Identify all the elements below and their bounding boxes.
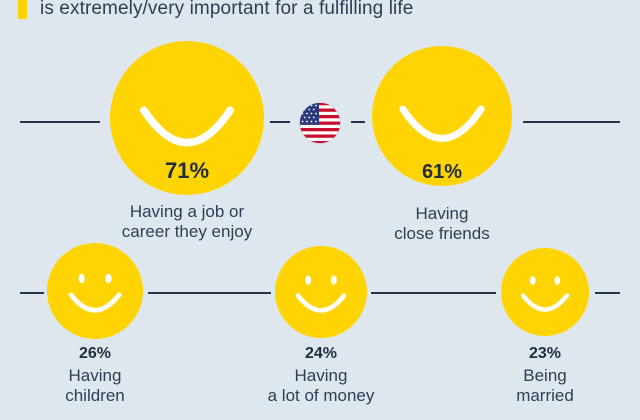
percent-label: 24% — [304, 345, 338, 362]
connector-line — [595, 292, 620, 294]
connector-line — [371, 292, 496, 294]
category-label-line: children — [65, 385, 125, 405]
category-label-line: married — [516, 385, 574, 405]
face-eye — [330, 275, 337, 285]
face-smile — [520, 293, 570, 312]
connector-line — [270, 121, 290, 123]
smiley-face-icon — [372, 46, 512, 186]
face-smile — [295, 293, 347, 313]
subtitle-row: is extremely/very important for a fulfil… — [18, 0, 413, 24]
category-label-line: a lot of money — [267, 385, 375, 405]
smiley-face-icon — [501, 248, 589, 336]
smiley-face-icon — [275, 246, 367, 338]
percent-label: 26% — [78, 345, 112, 362]
connector-line — [523, 121, 620, 123]
category-label-line: career they enjoy — [121, 221, 253, 241]
accent-bar — [18, 0, 27, 19]
face-eye — [529, 276, 536, 285]
percent-label: 71% — [164, 158, 210, 183]
category-label: Having a job or career they enjoy — [87, 202, 287, 241]
face-eye — [78, 273, 85, 284]
face-smile — [140, 106, 234, 147]
face-circle — [501, 248, 589, 336]
connector-line — [148, 292, 271, 294]
connector-line — [20, 292, 44, 294]
category-label: Being married — [445, 366, 640, 405]
category-label: Having a lot of money — [221, 366, 421, 405]
connector-line — [351, 121, 365, 123]
face-eye — [105, 273, 112, 284]
face-circle — [372, 46, 512, 186]
category-label-line: close friends — [394, 223, 490, 243]
face-smile — [399, 105, 485, 142]
face-smile — [68, 292, 122, 313]
percent-label: 23% — [528, 345, 562, 362]
category-label-line: Being — [523, 366, 567, 385]
category-label: Having close friends — [342, 204, 542, 243]
smiley-face-icon — [47, 243, 143, 339]
face-circle — [275, 246, 367, 338]
category-label-line: Having — [294, 366, 348, 385]
face-eye — [554, 276, 561, 285]
us-flag-icon — [299, 102, 341, 144]
chart-subtitle: is extremely/very important for a fulfil… — [40, 0, 414, 19]
face-circle — [110, 41, 264, 195]
category-label-line: Having a job or — [129, 202, 245, 221]
smiley-face-icon — [110, 41, 264, 195]
percent-label: 61% — [421, 161, 463, 183]
face-eye — [305, 275, 312, 285]
connector-line — [20, 121, 100, 123]
category-label-line: Having — [68, 366, 122, 385]
face-circle — [47, 243, 143, 339]
category-label-line: Having — [415, 204, 469, 223]
category-label: Having children — [0, 366, 195, 405]
